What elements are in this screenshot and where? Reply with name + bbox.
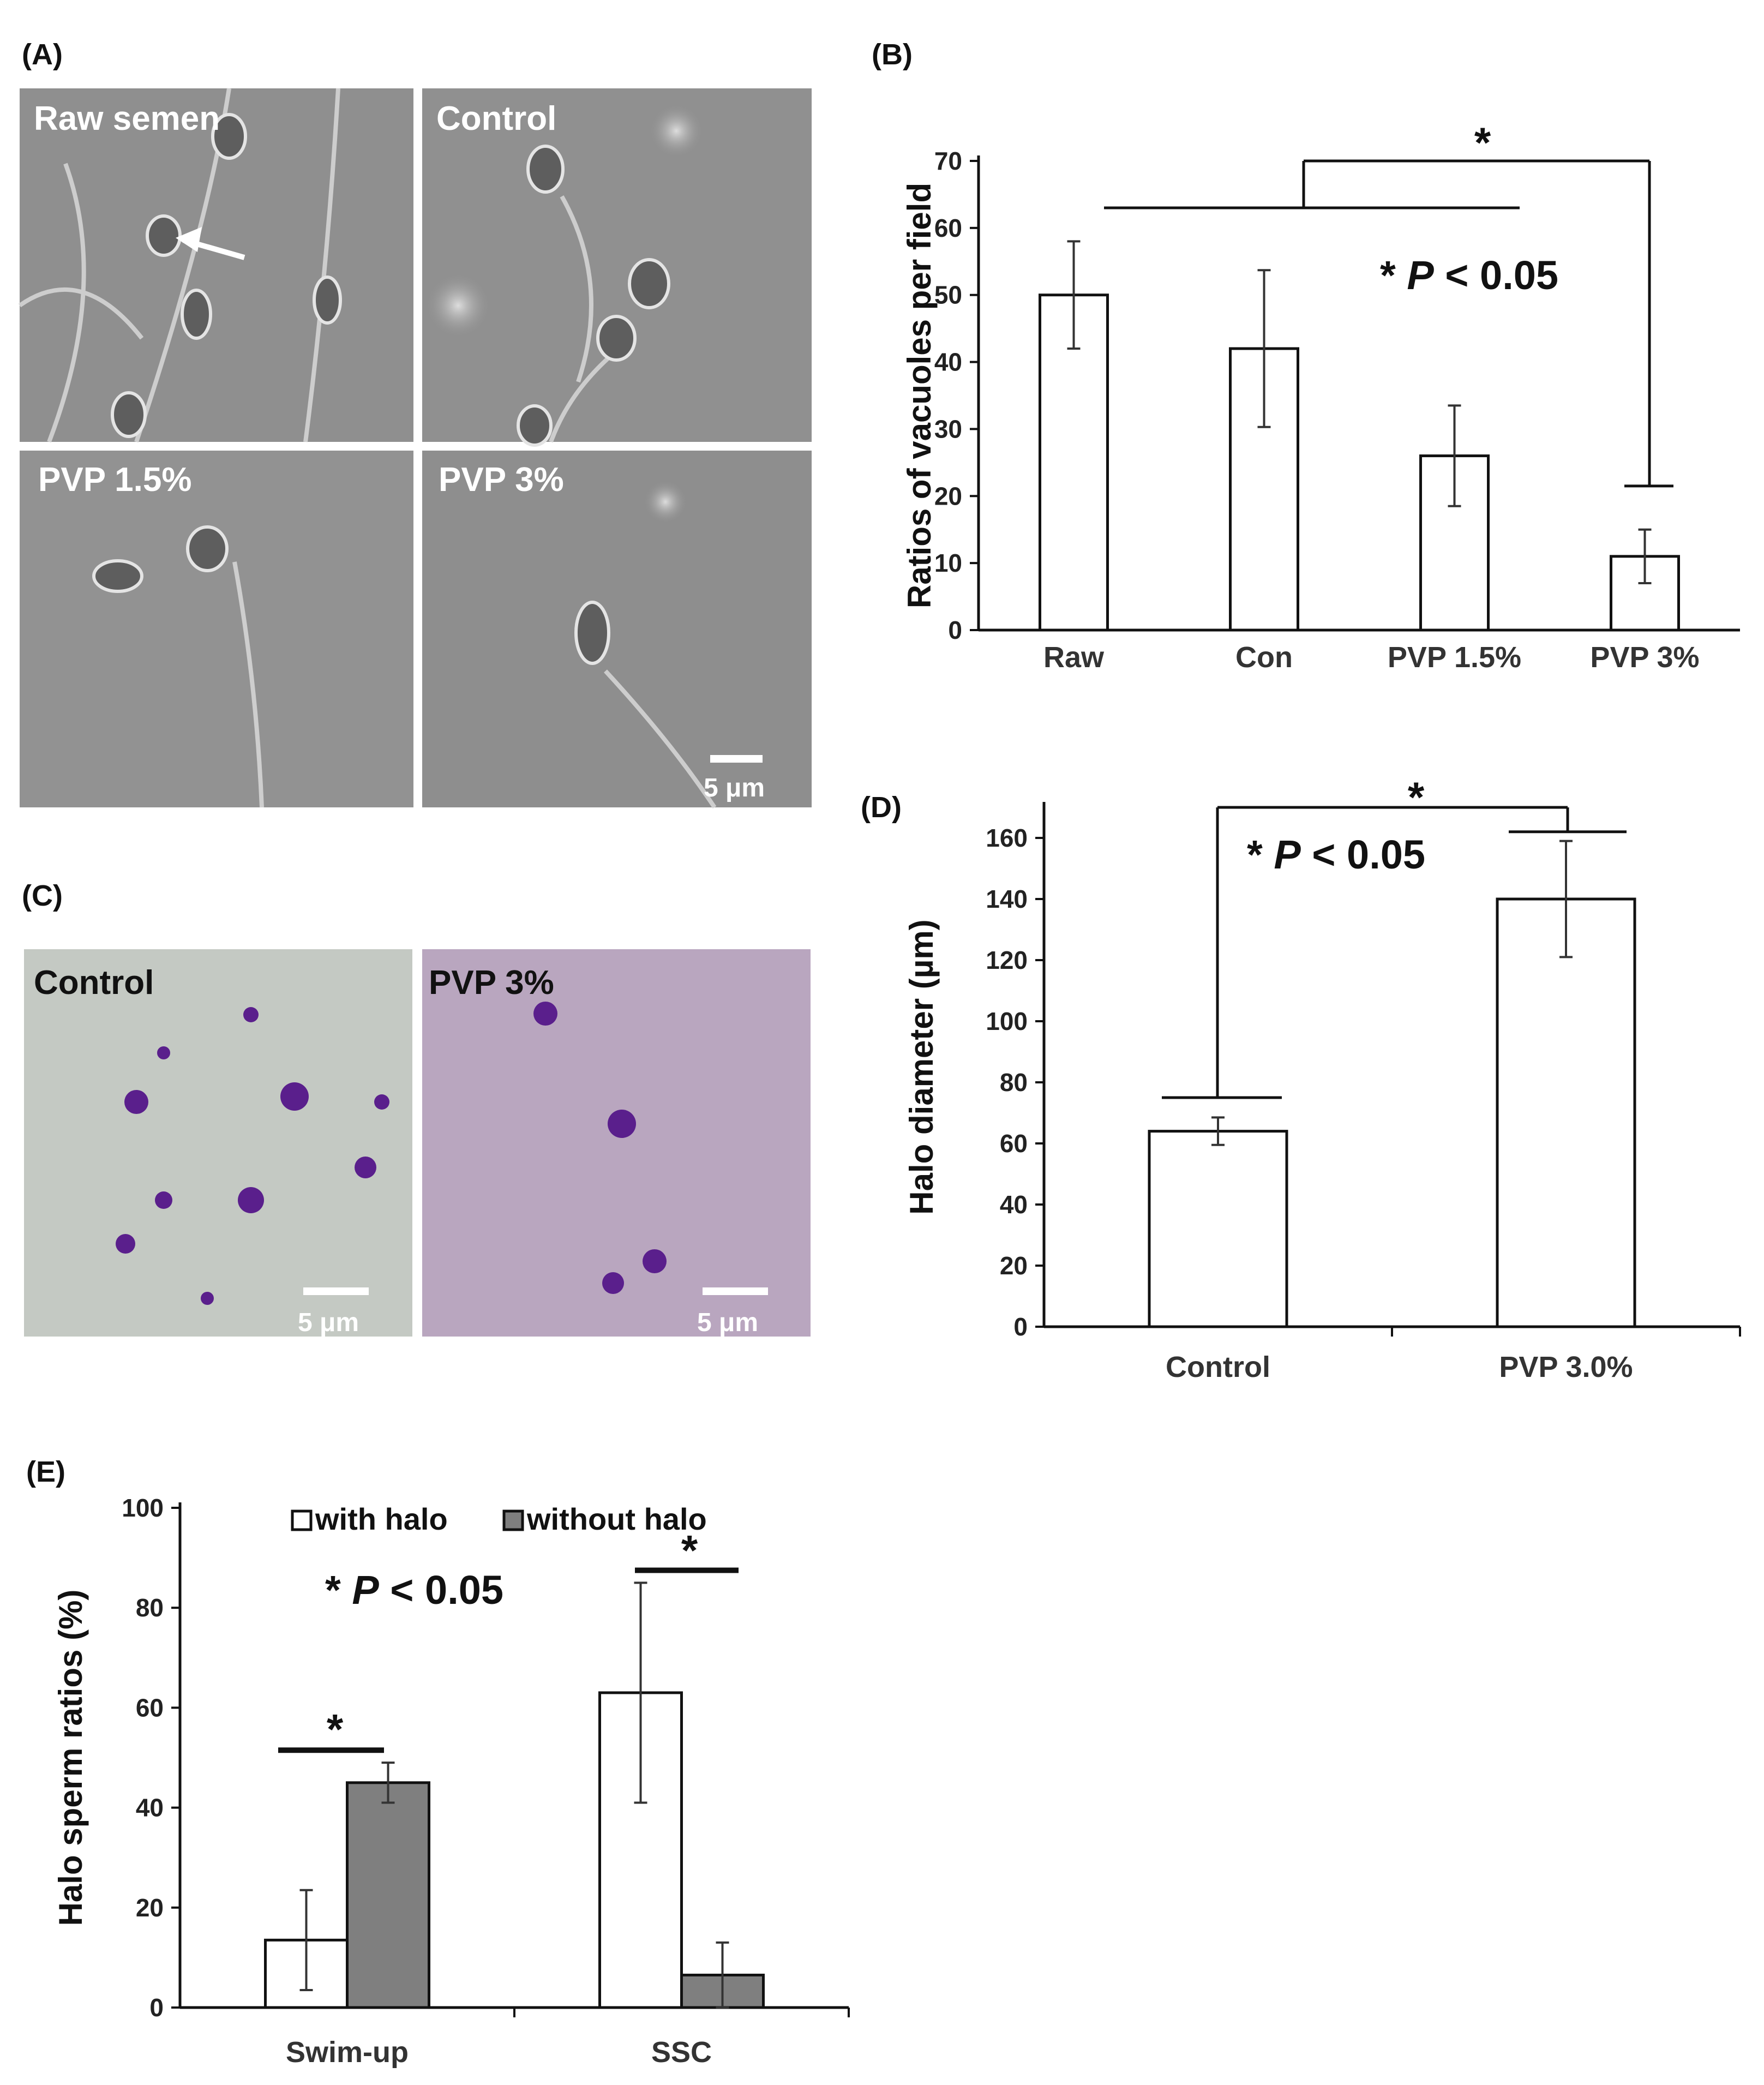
y-axis-label: Halo sperm ratios (%) [52,1590,89,1926]
legend-label: without halo [526,1502,707,1536]
y-tick-label: 50 [934,281,962,309]
bar [1496,897,1636,1328]
micrograph-pvp-3 [422,451,812,807]
y-tick-label: 10 [934,549,962,577]
y-tick-label: 80 [136,1593,164,1622]
y-axis-label: Ratios of vacuoles per field [901,183,938,608]
scale-text-a: 5 μm [704,774,765,802]
significance-star: * [327,1705,344,1753]
chart-e: 0 20 40 60 80 100 Halo sperm ratios (%) Swim-up… [52,1494,850,2069]
y-axis-label: Halo diameter (µm) [903,919,940,1214]
legend-label: with halo [315,1502,448,1536]
scale-text-c-left: 5 μm [298,1308,359,1337]
arrow-icon [176,227,245,260]
category-label: PVP 3.0% [1499,1351,1633,1383]
y-tick-label: 0 [948,616,962,644]
p-value-note: * P < 0.05 [1380,253,1558,298]
y-tick-label: 160 [986,824,1028,852]
micrograph-control-c [24,949,412,1337]
micrograph-grid-a: Raw semen Control PVP 1.5% PVP 3% 5 μm [18,88,812,809]
y-tick-label: 20 [136,1894,164,1922]
category-label: PVP 3% [1590,641,1699,674]
y-tick-label: 40 [136,1794,164,1822]
bar-without-halo [346,1781,430,2009]
label-pvp-3-c: PVP 3% [429,964,554,1002]
y-tick-label: 140 [986,885,1028,913]
micrograph-control [422,88,812,442]
significance-star: * [1408,773,1425,821]
p-value-threshold: < 0.05 [1301,832,1425,877]
y-tick-label: 40 [1000,1190,1028,1219]
micrograph-pvp-1-5 [20,451,413,807]
p-value-note: * P < 0.05 [1247,832,1425,877]
significance-star: * [681,1526,698,1574]
bar [1148,1130,1288,1328]
y-tick-label: 70 [934,147,962,175]
chart-d: 0 20 40 60 80 100 120 140 160 Halo diameter (µm) C… [903,773,1741,1383]
scale-bar-c-left [303,1287,369,1295]
p-value-note: * P < 0.05 [325,1567,503,1613]
scale-bar-a [710,755,763,763]
y-tick-label: 60 [136,1693,164,1722]
p-value-prefix: * [1380,253,1407,298]
legend-swatch [502,1509,524,1531]
category-label: SSC [651,2036,712,2069]
micrograph-pvp-3-c [422,949,811,1337]
y-tick-label: 20 [934,482,962,510]
p-value-symbol: P [352,1567,379,1613]
y-tick-label: 20 [1000,1251,1028,1280]
y-tick-label: 100 [122,1494,164,1522]
panel-label-a: (A) [22,38,63,71]
y-tick-label: 100 [986,1007,1028,1035]
label-control-a: Control [436,100,556,137]
category-label: Swim-up [286,2036,409,2069]
p-value-prefix: * [325,1567,352,1613]
p-value-threshold: < 0.05 [379,1567,503,1613]
legend-swatch [291,1509,313,1531]
category-label: PVP 1.5% [1388,641,1521,674]
category-label: Control [1166,1351,1270,1383]
panel-label-c: (C) [22,879,63,912]
category-label: Raw [1043,641,1105,674]
label-control-c: Control [34,964,154,1002]
y-tick-label: 60 [934,214,962,242]
y-tick-label: 120 [986,946,1028,974]
p-value-prefix: * [1247,832,1274,877]
y-tick-label: 30 [934,415,962,443]
panel-label-b: (B) [872,38,913,71]
label-pvp-1-5: PVP 1.5% [38,461,191,499]
p-value-threshold: < 0.05 [1434,253,1558,298]
label-raw-semen: Raw semen [34,100,220,137]
panel-label-d: (D) [861,791,902,824]
panel-label-e: (E) [26,1455,65,1488]
y-tick-label: 80 [1000,1068,1028,1097]
scale-text-c-right: 5 μm [697,1308,758,1337]
y-tick-label: 40 [934,348,962,376]
micrograph-grid-c: Control PVP 3% 5 μm 5 μm [24,949,811,1337]
p-value-symbol: P [1407,253,1434,298]
y-tick-label: 60 [1000,1129,1028,1158]
p-value-symbol: P [1274,832,1301,877]
chart-b: 0 10 20 30 40 50 60 70 Ratios of vacuoles per fi… [901,118,1740,674]
y-tick-label: 0 [1013,1313,1028,1341]
scale-bar-c-right [703,1287,768,1295]
y-tick-label: 0 [149,1993,164,2022]
category-label: Con [1235,641,1293,674]
label-pvp-3-a: PVP 3% [439,461,564,499]
significance-star: * [1474,118,1491,166]
